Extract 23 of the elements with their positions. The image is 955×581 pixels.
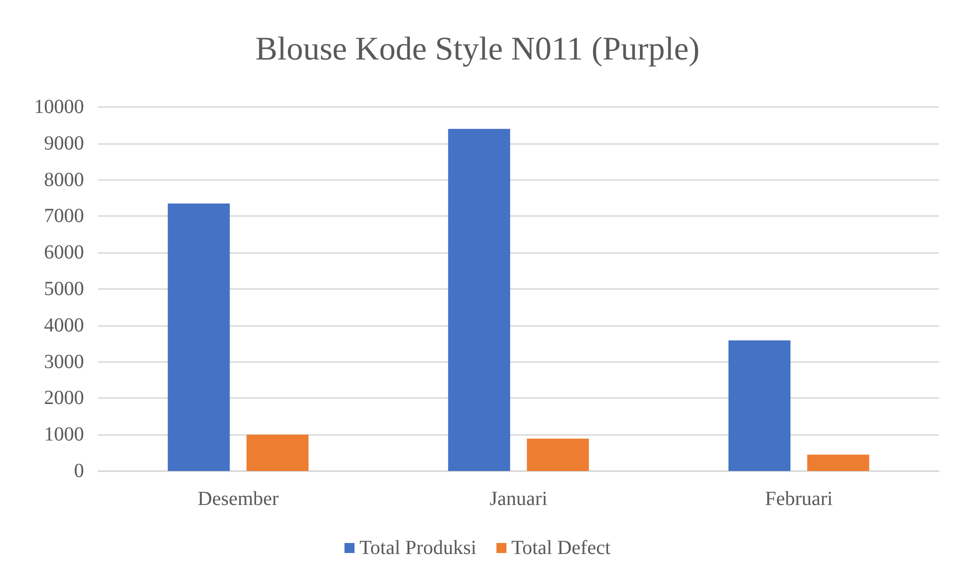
chart-title: Blouse Kode Style N011 (Purple) <box>255 32 700 68</box>
bar <box>168 203 230 471</box>
legend-label: Total Defect <box>511 537 611 559</box>
y-tick-label: 9000 <box>44 132 84 154</box>
y-tick-label: 10000 <box>34 96 84 118</box>
bar <box>246 434 309 471</box>
y-tick-label: 4000 <box>44 314 84 336</box>
x-tick-label: Februari <box>764 488 834 510</box>
bar <box>807 454 870 471</box>
y-tick-label: 5000 <box>44 278 84 300</box>
bar <box>526 438 589 471</box>
y-tick-label: 6000 <box>44 242 84 264</box>
y-tick-label: 0 <box>74 460 84 482</box>
y-tick-label: 7000 <box>44 205 84 228</box>
legend-label: Total Produksi <box>359 537 477 559</box>
y-tick-label: 3000 <box>44 350 84 373</box>
bar <box>728 340 790 471</box>
y-tick-label: 2000 <box>44 387 84 410</box>
y-tick-label: 1000 <box>44 424 84 446</box>
x-tick-label: Januari <box>490 488 548 510</box>
y-tick-label: 8000 <box>44 168 84 191</box>
bar <box>448 128 510 471</box>
x-tick-label: Desember <box>198 488 280 510</box>
